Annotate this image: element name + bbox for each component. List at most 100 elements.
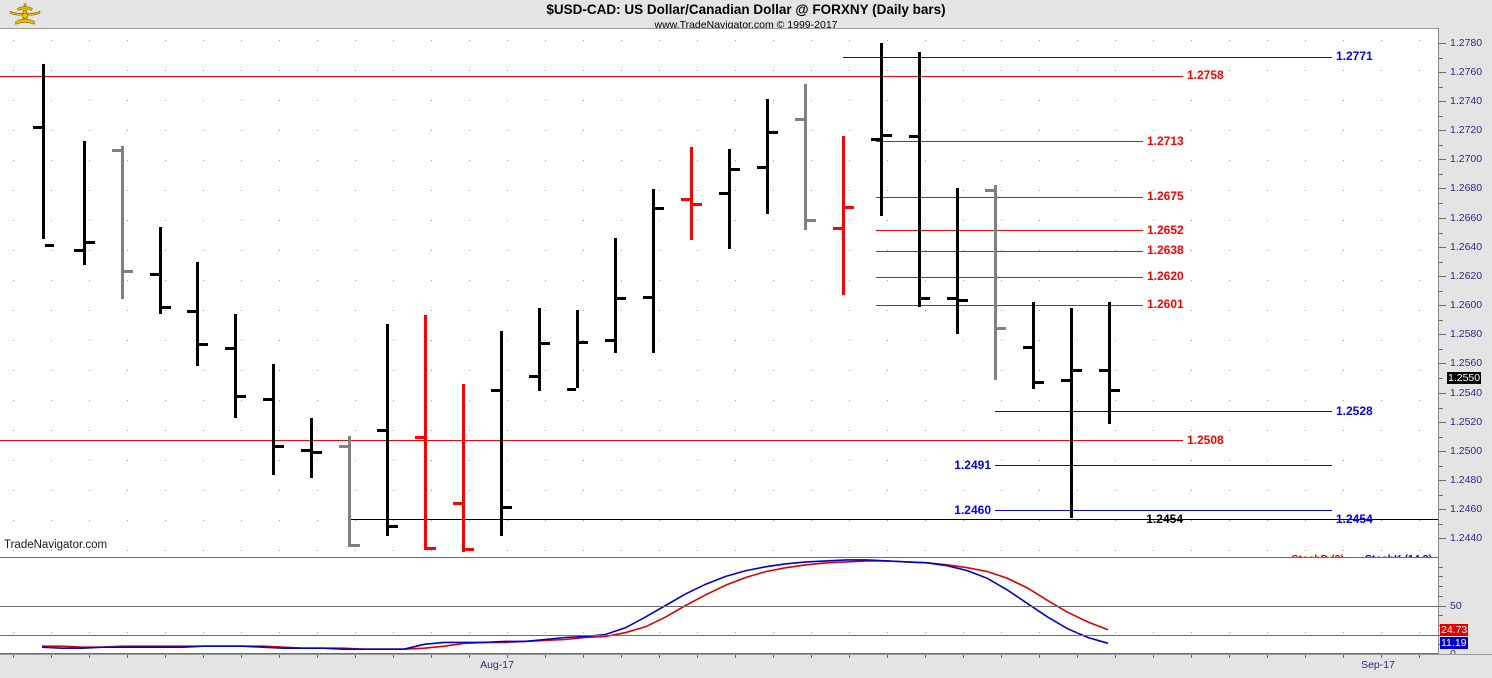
annotation-label: 1.2713 [1147, 133, 1184, 148]
stoch-gridline [0, 605, 1438, 607]
axis-minor-tick [1439, 290, 1443, 292]
ohlc-close-tick [883, 134, 892, 137]
annotation-line [876, 196, 1143, 198]
ohlc-open-tick [681, 198, 690, 202]
axis-tick [1439, 275, 1446, 277]
date-tick [735, 655, 736, 658]
ohlc-bar [538, 307, 541, 391]
date-tick [1115, 655, 1116, 658]
annotation-label: 1.2508 [1187, 432, 1224, 447]
stoch-gridline [0, 557, 1438, 558]
date-tick [583, 655, 584, 658]
ohlc-bar [500, 330, 503, 537]
axis-minor-tick [1439, 115, 1443, 117]
ohlc-bar [310, 418, 313, 479]
ohlc-bar [272, 364, 275, 476]
ohlc-bar [994, 185, 997, 381]
axis-tick [1439, 130, 1446, 132]
stochastic-pane[interactable] [0, 557, 1438, 654]
ohlc-close-tick [45, 244, 54, 248]
date-tick [659, 655, 660, 658]
axis-tick [1439, 42, 1446, 44]
ohlc-close-tick [389, 524, 398, 528]
date-tick [811, 655, 812, 658]
stoch-gridline [0, 634, 1438, 636]
ohlc-open-tick [643, 295, 652, 299]
axis-tick [1439, 450, 1446, 452]
ohlc-close-tick [124, 270, 133, 274]
axis-minor-tick [1439, 261, 1443, 263]
annotation-line [348, 519, 1438, 520]
ohlc-open-tick [263, 398, 272, 401]
date-tick [1267, 655, 1268, 658]
axis-minor-tick [1439, 203, 1443, 205]
axis-tick [1439, 188, 1446, 190]
ohlc-close-tick [1035, 380, 1044, 384]
date-tick [545, 655, 546, 658]
date-tick [507, 655, 508, 658]
annotation-label: 1.2601 [1147, 297, 1184, 312]
price-pane[interactable]: 1.2771 1.2758 1.2713 1.2675 1.2652 1.2638 1.26… [0, 28, 1438, 555]
date-tick [1381, 655, 1382, 658]
chart-title: $USD-CAD: US Dollar/Canadian Dollar @ FO… [546, 2, 946, 17]
ohlc-open-tick [719, 192, 728, 196]
axis-minor-tick [1439, 436, 1443, 438]
ohlc-open-tick [529, 374, 538, 378]
ohlc-bar [386, 323, 389, 537]
ohlc-close-tick [769, 131, 778, 135]
axis-minor-tick [1439, 576, 1443, 578]
ohlc-close-tick [199, 343, 208, 347]
ohlc-close-tick [1111, 389, 1120, 393]
ohlc-bar [804, 84, 807, 231]
ohlc-open-tick [1099, 368, 1108, 372]
date-tick [89, 655, 90, 658]
axis-tick [1439, 334, 1446, 336]
date-tick [1419, 655, 1420, 658]
ohlc-close-tick [807, 218, 816, 222]
ohlc-open-tick [150, 272, 159, 276]
price-axis-label: 1.2780 [1450, 36, 1483, 49]
ohlc-bar [424, 314, 427, 550]
price-axis-label: 1.2640 [1450, 240, 1483, 253]
price-axis-label: 1.2560 [1450, 357, 1483, 370]
axis-minor-tick [1439, 605, 1443, 607]
annotation-label: 1.2675 [1147, 189, 1184, 204]
annotation-label: 1.2758 [1187, 68, 1224, 83]
annotation-label: 1.2771 [1336, 49, 1373, 64]
ohlc-open-tick [1023, 345, 1032, 349]
ohlc-bar [234, 314, 237, 419]
surveyor-transit-logo-icon [9, 3, 41, 25]
axis-tick [1439, 480, 1446, 482]
date-axis[interactable]: Aug-17 Sep-17 [0, 654, 1492, 678]
ohlc-open-tick [339, 444, 348, 448]
date-tick [1191, 655, 1192, 658]
ohlc-bar [83, 141, 86, 266]
price-axis-label: 1.2700 [1450, 153, 1483, 166]
date-tick [469, 655, 470, 658]
ohlc-close-tick [617, 297, 626, 301]
axis-tick [1439, 217, 1446, 219]
ohlc-bar [196, 262, 199, 366]
axis-tick [1439, 538, 1446, 540]
price-axis[interactable]: 1.2780 1.2760 1.2740 1.2720 1.2700 1.2680 1.26… [1438, 28, 1492, 553]
ohlc-bar [766, 99, 769, 215]
axis-minor-tick [1439, 378, 1443, 380]
axis-tick [1439, 421, 1446, 423]
ohlc-open-tick [453, 502, 462, 506]
date-tick [1001, 655, 1002, 658]
date-tick [393, 655, 394, 658]
annotation-label: 1.2620 [1147, 269, 1184, 284]
date-tick [1229, 655, 1230, 658]
annotation-line [0, 440, 1183, 442]
ohlc-open-tick [377, 428, 386, 432]
price-axis-label: 1.2760 [1450, 65, 1483, 78]
date-tick [963, 655, 964, 658]
ohlc-close-tick [275, 445, 284, 449]
axis-minor-tick [1439, 595, 1443, 597]
date-tick [621, 655, 622, 658]
ohlc-bar [1070, 307, 1073, 519]
ohlc-close-tick [237, 395, 246, 398]
ohlc-close-tick [503, 505, 512, 509]
ohlc-bar [462, 384, 465, 553]
